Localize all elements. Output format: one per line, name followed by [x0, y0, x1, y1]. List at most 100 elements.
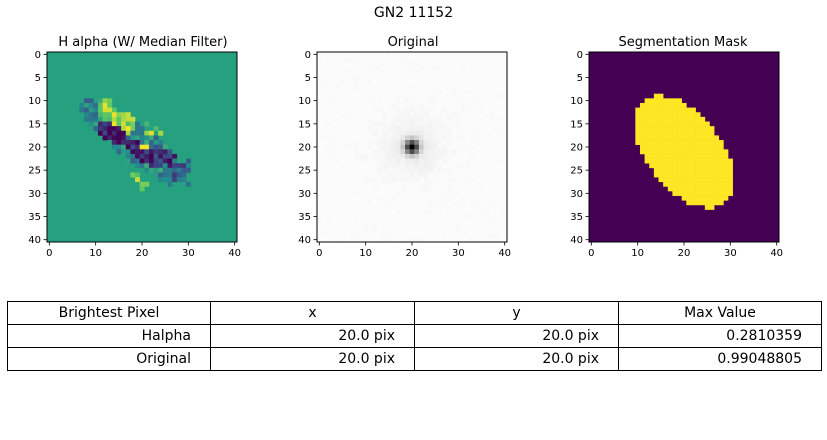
mask-cell — [667, 126, 673, 132]
mask-cell — [728, 172, 733, 178]
heatmap-cell — [84, 98, 90, 104]
mask-cell — [653, 121, 659, 127]
mask-cell — [686, 149, 692, 155]
heatmap-cell — [340, 186, 346, 192]
heatmap-cell — [418, 135, 424, 141]
heatmap-cell — [344, 195, 350, 201]
mask-cell — [639, 102, 645, 108]
heatmap-cell — [153, 140, 159, 145]
heatmap-cell — [409, 140, 415, 145]
mask-cell — [672, 144, 678, 150]
mask-cell — [677, 153, 682, 159]
heatmap-cell — [418, 167, 424, 173]
heatmap-cell — [381, 163, 387, 169]
heatmap-cell — [488, 107, 494, 113]
heatmap-cell — [428, 144, 434, 150]
mask-cell — [639, 135, 645, 141]
mask-cell — [653, 93, 659, 99]
heatmap-cell — [400, 135, 406, 141]
heatmap-cell — [381, 153, 387, 159]
mask-cell — [677, 181, 682, 187]
heatmap-cell — [395, 144, 401, 150]
heatmap-cell — [172, 167, 178, 173]
heatmap-cell — [483, 112, 489, 118]
heatmap-cell — [340, 121, 346, 127]
mask-cell — [723, 177, 729, 183]
heatmap-cell — [354, 140, 360, 145]
heatmap-cell — [135, 144, 140, 150]
heatmap-cell — [451, 228, 457, 234]
mask-cell — [686, 172, 692, 178]
y-tick-label: 20 — [298, 143, 311, 154]
y-tick-label: 40 — [28, 235, 41, 246]
heatmap-cell — [391, 126, 397, 132]
mask-cell — [718, 153, 724, 159]
heatmap-cell — [79, 102, 85, 108]
mask-cell — [681, 191, 687, 196]
heatmap-cell — [442, 144, 448, 150]
heatmap-cell — [414, 130, 420, 136]
mask-cell — [653, 167, 659, 173]
mask-cell — [704, 153, 710, 159]
halpha-image — [47, 52, 237, 242]
heatmap-cell — [107, 135, 113, 141]
mask-cell — [709, 177, 715, 183]
heatmap-cell — [326, 144, 332, 150]
heatmap-cell — [400, 56, 406, 62]
heatmap-cell — [317, 163, 322, 169]
heatmap-cell — [469, 121, 475, 127]
heatmap-cell — [460, 102, 466, 108]
mask-cell — [714, 177, 720, 183]
heatmap-cell — [97, 126, 103, 132]
heatmap-cell — [442, 200, 448, 206]
mask-cell — [667, 135, 673, 141]
heatmap-cell — [135, 153, 140, 159]
heatmap-cell — [409, 98, 415, 104]
heatmap-cell — [488, 200, 494, 206]
mask-cell — [690, 130, 696, 136]
heatmap-cell — [428, 98, 434, 104]
mask-cell — [690, 195, 696, 201]
heatmap-cell — [493, 126, 499, 132]
heatmap-cell — [405, 98, 410, 104]
mask-cell — [714, 181, 720, 187]
heatmap-cell — [107, 116, 113, 122]
heatmap-cell — [437, 158, 443, 164]
heatmap-cell — [172, 163, 178, 169]
heatmap-cell — [121, 112, 127, 118]
heatmap-cell — [130, 135, 136, 141]
mask-cell — [681, 140, 687, 145]
mask-cell — [690, 112, 696, 118]
mask-cell — [653, 149, 659, 155]
heatmap-cell — [405, 167, 410, 173]
heatmap-cell — [400, 158, 406, 164]
heatmap-cell — [465, 144, 471, 150]
y-tick-label: 15 — [298, 119, 311, 130]
mask-cell — [686, 186, 692, 192]
heatmap-cell — [349, 228, 355, 234]
heatmap-cell — [460, 195, 466, 201]
heatmap-cell — [395, 130, 401, 136]
mask-cell — [681, 186, 687, 192]
mask-cell — [658, 116, 664, 122]
heatmap-cell — [158, 140, 164, 145]
heatmap-cell — [130, 172, 136, 178]
mask-cell — [667, 177, 673, 183]
mask-cell — [690, 167, 696, 173]
heatmap-cell — [400, 218, 406, 224]
heatmap-cell — [317, 56, 322, 62]
mask-cell — [695, 181, 701, 187]
heatmap-cell — [135, 126, 140, 132]
heatmap-cell — [432, 167, 438, 173]
heatmap-cell — [335, 116, 341, 122]
heatmap-cell — [354, 149, 360, 155]
heatmap-cell — [121, 140, 127, 145]
heatmap-cell — [125, 121, 131, 127]
heatmap-cell — [321, 79, 327, 85]
heatmap-cell — [162, 149, 168, 155]
heatmap-cell — [456, 163, 461, 169]
heatmap-cell — [354, 75, 360, 81]
heatmap-cell — [395, 209, 401, 215]
mask-cell — [714, 153, 720, 159]
mask-cell — [704, 191, 710, 196]
